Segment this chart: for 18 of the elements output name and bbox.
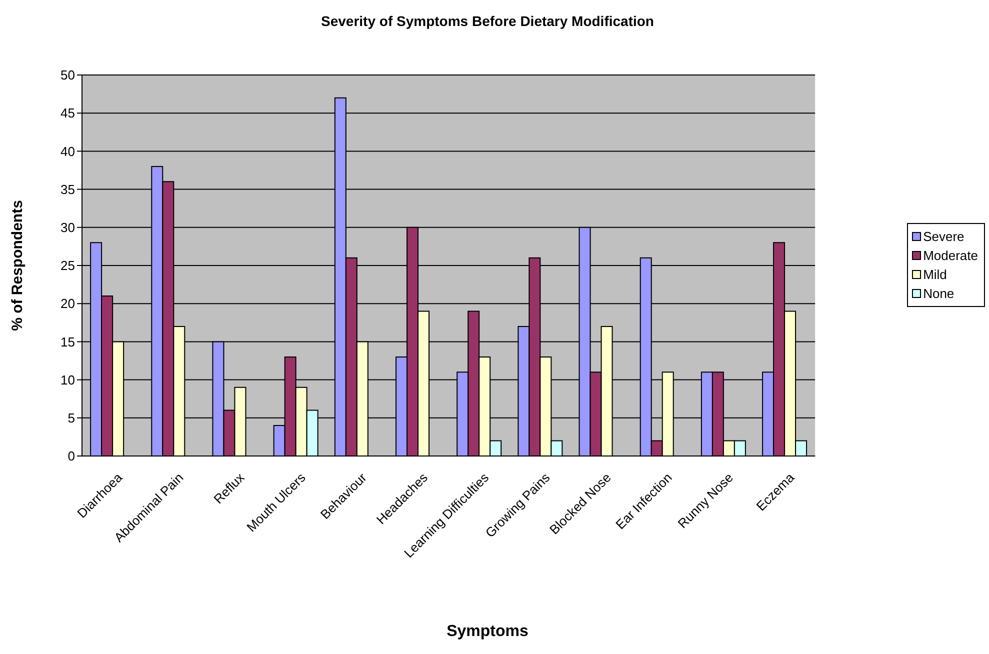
- y-tick-label: 25: [60, 258, 75, 274]
- y-tick-label: 35: [60, 182, 75, 197]
- y-tick-label: 20: [60, 296, 75, 312]
- y-tick-label: 45: [60, 106, 75, 121]
- legend-label: None: [923, 286, 954, 301]
- y-tick-label: 40: [60, 144, 75, 159]
- y-axis-title: % of Respondents: [9, 200, 26, 331]
- legend-label: Severe: [923, 229, 964, 244]
- y-tick-label: 50: [60, 68, 75, 83]
- legend-label: Mild: [923, 267, 947, 282]
- y-tick-label: 0: [68, 448, 75, 464]
- x-axis-title: Symptoms: [446, 623, 530, 641]
- legend-label: Moderate: [923, 248, 978, 263]
- y-tick-label: 5: [68, 410, 75, 426]
- y-tick-label: 15: [60, 334, 75, 350]
- y-tick-label: 10: [60, 372, 75, 388]
- y-tick-label: 30: [60, 220, 75, 236]
- chart-title: Severity of Symptoms Before Dietary Modification: [320, 13, 655, 29]
